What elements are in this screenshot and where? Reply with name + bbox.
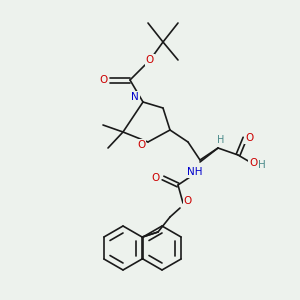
Text: H: H [217, 135, 225, 145]
Text: O: O [184, 196, 192, 206]
Text: O: O [137, 140, 145, 150]
Text: O: O [249, 158, 257, 168]
Text: NH: NH [187, 167, 203, 177]
Text: O: O [152, 173, 160, 183]
Text: N: N [131, 92, 139, 102]
Text: O: O [99, 75, 107, 85]
Text: O: O [146, 55, 154, 65]
Text: H: H [258, 160, 266, 170]
Text: O: O [245, 133, 253, 143]
